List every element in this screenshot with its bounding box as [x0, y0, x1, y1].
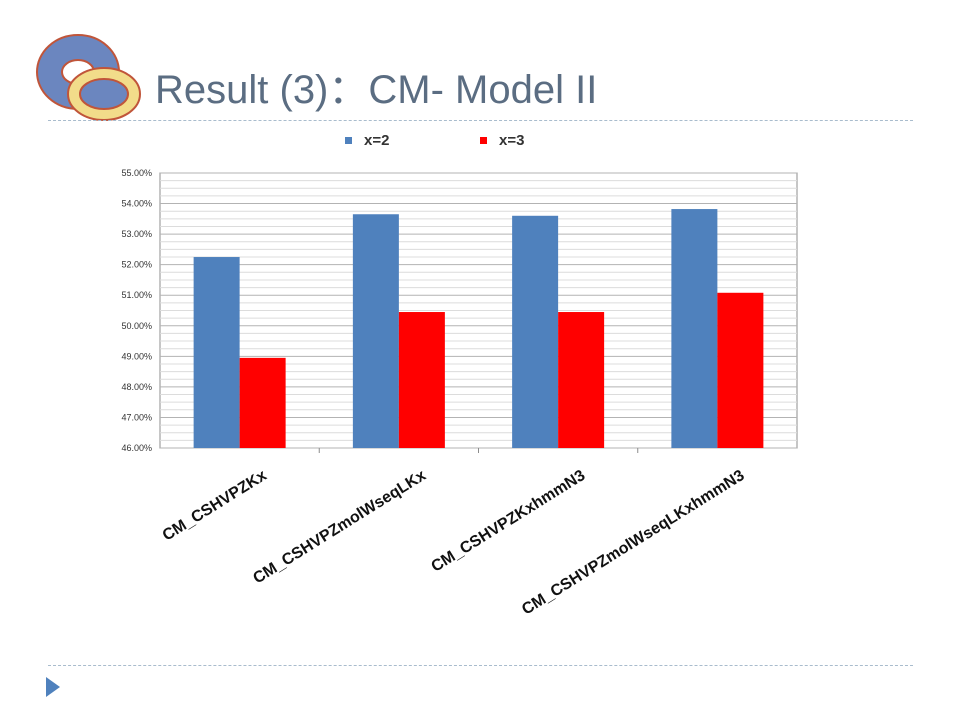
triangle-bullet-icon: [46, 677, 60, 697]
y-tick-label: 55.00%: [121, 168, 152, 178]
bar-x3-1: [239, 357, 286, 448]
top-divider: [48, 120, 913, 121]
x-category-label: CM_CSHVPZmolWseqLKx: [250, 467, 429, 587]
legend-label-x2: x=2: [364, 132, 390, 149]
slide-title: Result (3)：CM- Model II: [155, 68, 598, 112]
bar-x3-2: [398, 312, 445, 448]
x-category-label: CM_CSHVPZKx: [160, 467, 270, 545]
y-tick-label: 48.00%: [121, 382, 152, 392]
y-axis-ticks: 46.00% 47.00% 48.00% 49.00% 50.00% 51.00% 52.0…: [121, 168, 152, 453]
bars: [193, 209, 764, 448]
legend-item-x2: x=2: [345, 132, 389, 149]
legend-label-x3: x=3: [499, 132, 525, 149]
bar-x2-3: [512, 215, 559, 448]
bottom-divider: [48, 665, 913, 666]
y-tick-label: 53.00%: [121, 229, 152, 239]
ring-logo-icon: [36, 34, 141, 121]
y-tick-label: 49.00%: [121, 351, 152, 361]
bar-x2-2: [352, 214, 399, 448]
y-tick-label: 46.00%: [121, 443, 152, 453]
y-tick-label: 51.00%: [121, 290, 152, 300]
y-tick-label: 54.00%: [121, 199, 152, 209]
x-category-label: CM_CSHVPZKxhmmN3: [428, 467, 588, 576]
y-tick-label: 52.00%: [121, 260, 152, 270]
bar-x2-4: [671, 209, 718, 448]
y-tick-label: 50.00%: [121, 321, 152, 331]
bar-x3-4: [717, 292, 764, 448]
legend-swatch-x2: [345, 137, 352, 144]
y-tick-label: 47.00%: [121, 412, 152, 422]
bar-x3-3: [558, 312, 605, 448]
legend-item-x3: x=3: [480, 132, 524, 149]
legend-swatch-x3: [480, 137, 487, 144]
bar-x2-1: [193, 257, 240, 448]
